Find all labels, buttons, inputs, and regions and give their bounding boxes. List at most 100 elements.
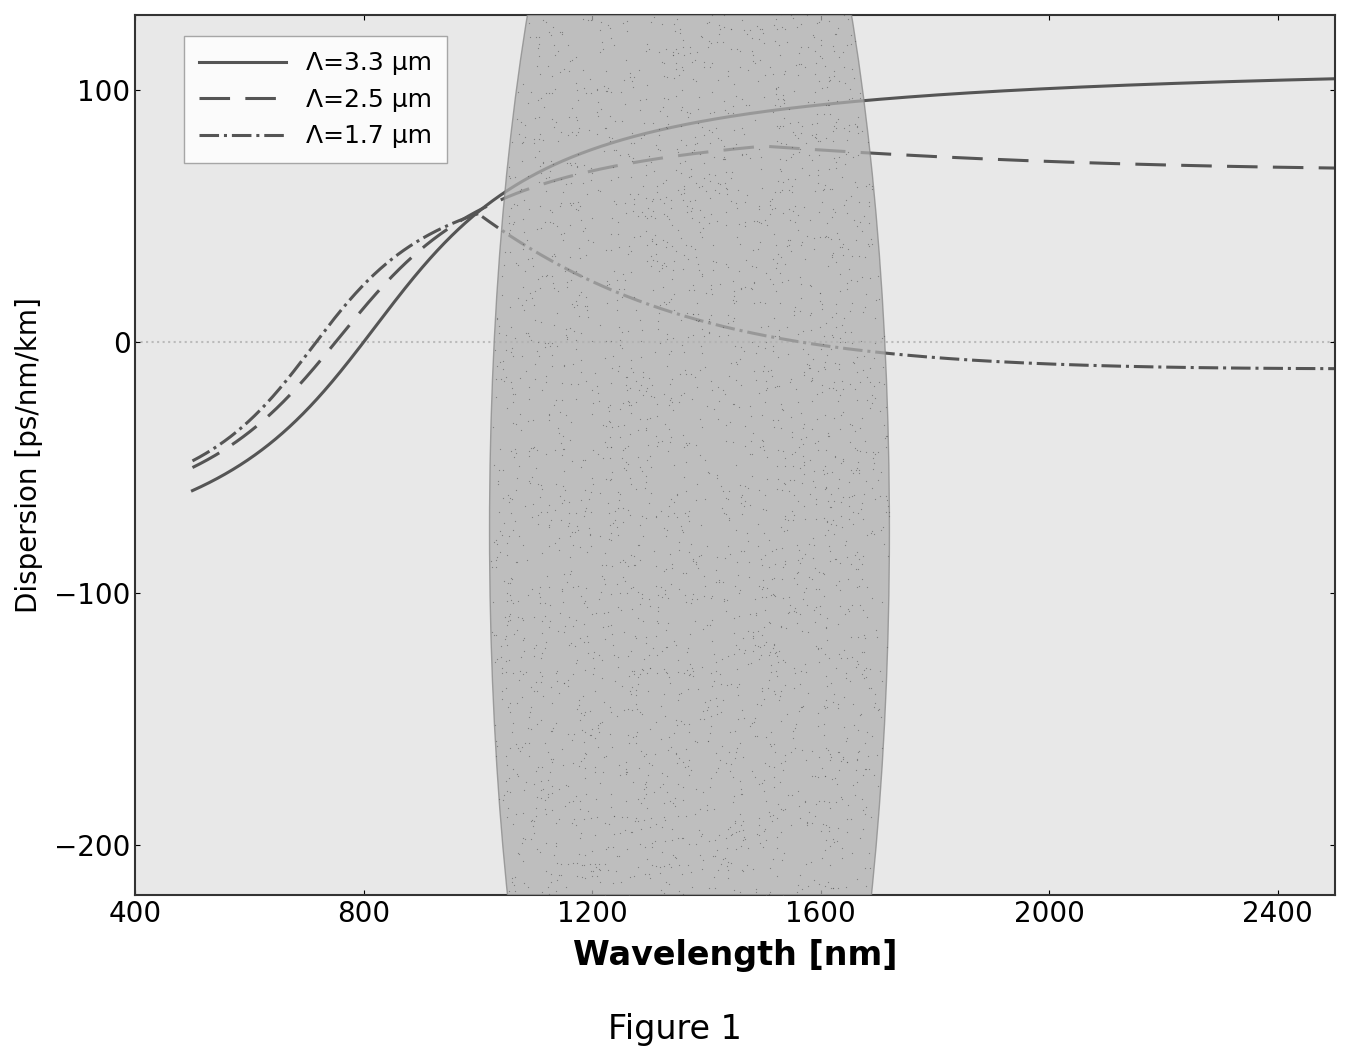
Point [868,268,890,285]
Point [807,793,829,810]
Point [652,256,674,273]
Point [644,746,666,762]
Point [617,369,639,385]
Point [846,349,868,365]
Point [791,881,813,898]
Point [828,616,849,633]
Point [644,980,666,996]
Point [756,373,778,390]
Point [566,391,587,407]
Point [679,544,701,561]
Point [767,349,788,365]
Point [529,964,551,981]
Point [751,647,772,664]
Point [591,670,613,687]
Point [852,801,873,818]
Point [532,687,553,704]
Point [867,443,888,460]
Point [707,130,729,147]
Point [525,28,547,45]
Point [560,527,582,544]
Point [822,880,844,897]
Point [672,261,694,278]
Point [572,10,594,27]
Point [601,360,622,377]
Point [711,651,733,668]
Point [772,205,794,222]
Point [602,807,624,824]
Point [541,778,563,795]
Point [759,206,780,223]
Point [774,94,795,111]
Point [688,145,710,162]
Point [636,90,657,107]
Point [863,461,884,478]
Point [796,933,818,950]
Point [678,857,699,874]
Point [653,194,675,211]
Point [653,55,675,71]
Point [728,711,749,728]
Point [493,514,514,531]
Point [651,2,672,19]
Point [717,327,738,343]
Point [549,915,571,931]
Point [698,38,720,55]
Point [805,490,826,507]
Point [603,0,625,2]
Point [771,249,792,266]
Point [787,18,809,35]
Point [780,743,802,760]
Point [617,951,639,968]
Point [780,993,802,1010]
Point [526,58,548,75]
Point [732,861,753,878]
Point [709,894,730,910]
Point [647,598,668,615]
Point [526,342,548,359]
Point [809,292,830,309]
Point [539,596,560,613]
Point [572,734,594,751]
Point [564,154,586,171]
Point [501,374,522,391]
Point [687,295,709,312]
Point [710,675,732,692]
Point [552,756,574,773]
Point [807,2,829,19]
Point [755,486,776,503]
Point [830,330,852,346]
Point [652,776,674,793]
Point [815,618,837,635]
Point [740,433,761,449]
Point [559,217,580,234]
Point [597,604,618,621]
Point [740,995,761,1012]
Point [485,341,506,358]
Point [757,531,779,548]
Point [543,316,564,333]
Point [698,14,720,30]
Point [649,779,671,796]
Point [620,476,641,492]
Point [682,144,703,161]
Point [589,723,610,740]
Point [752,905,774,922]
Point [688,822,710,839]
Point [513,804,535,821]
Point [656,68,678,85]
Point [539,579,560,595]
Point [543,990,564,1007]
Point [520,831,541,847]
Point [863,444,884,461]
Point [666,161,687,177]
Point [532,645,553,662]
Point [829,334,850,351]
Point [724,288,745,304]
Point [857,579,879,595]
Point [730,280,752,297]
Point [632,589,653,606]
Point [567,159,589,175]
Point [652,259,674,276]
Point [844,786,865,803]
